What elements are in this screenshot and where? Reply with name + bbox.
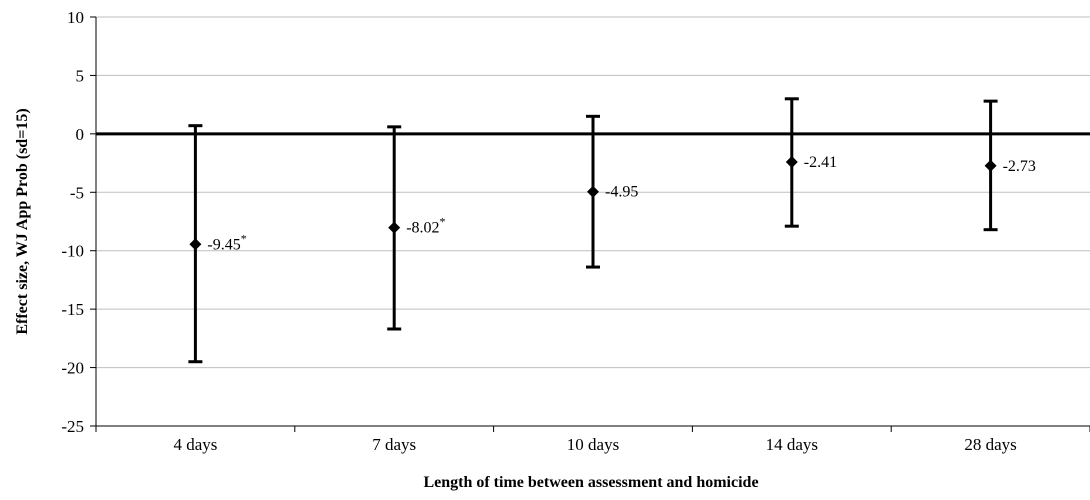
data-label: -8.02* (406, 215, 445, 237)
y-tick-label: 0 (76, 125, 85, 144)
y-axis-ticks: 10 5 0 -5 -10 -15 -20 -25 (61, 8, 96, 436)
y-tick-label: 5 (76, 66, 85, 85)
x-axis-ticks: 4 days 7 days 10 days 14 days 28 days (95, 426, 1090, 454)
y-tick-label: -5 (70, 183, 84, 202)
data-label: -2.41 (804, 154, 837, 171)
data-marks: -9.45* -8.02* -4.95 -2.41 -2.73 (188, 97, 1036, 364)
data-label: -9.45* (207, 231, 246, 253)
x-tick-label: 14 days (766, 435, 818, 454)
data-label: -4.95 (605, 184, 638, 201)
x-tick-label: 4 days (173, 435, 217, 454)
point-marker (388, 221, 401, 234)
y-tick-label: -20 (61, 359, 84, 378)
y-axis-title: Effect size, WJ App Prob (sd=15) (14, 108, 31, 334)
x-axis-title: Length of time between assessment and ho… (423, 474, 758, 491)
point-marker (785, 156, 798, 169)
x-tick-label: 7 days (372, 435, 416, 454)
y-tick-label: 10 (67, 8, 84, 27)
point-marker (984, 159, 997, 172)
y-tick-label: -10 (61, 242, 84, 261)
significance-marker: * (241, 231, 247, 245)
point-marker (189, 238, 202, 251)
y-tick-label: -25 (61, 417, 84, 436)
x-tick-label: 10 days (567, 435, 619, 454)
x-tick-label: 28 days (964, 435, 1016, 454)
data-label: -2.73 (1003, 158, 1036, 175)
point-marker (587, 185, 599, 198)
y-tick-label: -15 (61, 300, 84, 319)
significance-marker: * (440, 215, 446, 229)
